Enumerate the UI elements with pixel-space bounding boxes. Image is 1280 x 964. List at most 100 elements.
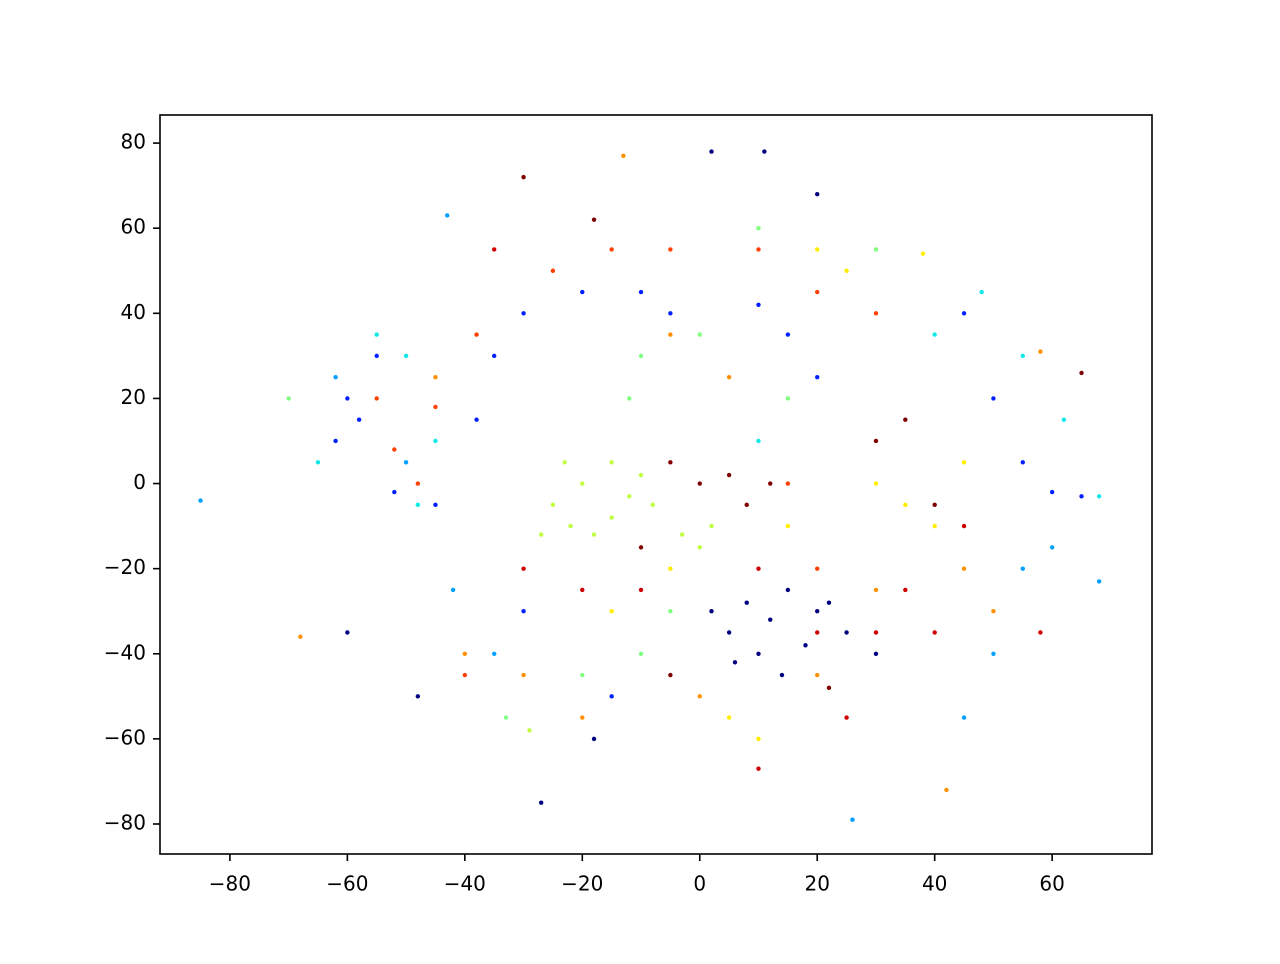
scatter-point [679, 532, 685, 537]
scatter-point [333, 374, 338, 380]
scatter-point [491, 651, 497, 656]
scatter-point [403, 460, 409, 465]
scatter-point [732, 660, 738, 665]
scatter-point [932, 502, 937, 508]
scatter-point [979, 289, 984, 295]
scatter-point [961, 523, 967, 529]
x-tick-label: −20 [561, 872, 603, 896]
scatter-point [873, 438, 879, 444]
y-tick-label: −60 [104, 725, 146, 749]
scatter-point [668, 609, 673, 614]
scatter-point [638, 545, 644, 550]
scatter-point [374, 396, 379, 401]
scatter-point [1096, 494, 1102, 499]
scatter-point [650, 502, 655, 508]
scatter-point [709, 149, 714, 154]
y-tick-label: 80 [121, 130, 146, 154]
scatter-point [932, 523, 937, 529]
scatter-point [415, 694, 421, 699]
plot-frame [159, 114, 1153, 855]
scatter-point [521, 672, 526, 678]
scatter-point [668, 311, 673, 316]
scatter-point [744, 502, 749, 508]
scatter-point [991, 396, 996, 401]
scatter-point [709, 523, 714, 529]
scatter-point [550, 502, 556, 508]
x-tick-label: 20 [804, 872, 829, 896]
scatter-point [961, 460, 967, 465]
scatter-point [815, 191, 820, 197]
scatter-point [668, 672, 673, 678]
scatter-point [433, 502, 438, 508]
scatter-point [756, 736, 761, 742]
scatter-point [756, 226, 761, 231]
scatter-point [1061, 417, 1067, 422]
scatter-point [779, 672, 785, 678]
scatter-point [1049, 489, 1055, 495]
scatter-point [697, 332, 702, 337]
scatter-point [450, 587, 456, 593]
scatter-point [333, 438, 338, 444]
scatter-point [474, 417, 479, 422]
x-tick-label: 0 [693, 872, 706, 896]
y-tick-label: 0 [133, 470, 146, 494]
scatter-point [521, 566, 526, 571]
scatter-point [873, 311, 879, 316]
scatter-point [621, 153, 626, 159]
scatter-point [756, 247, 761, 252]
scatter-point [768, 617, 773, 622]
scatter-point [538, 800, 544, 805]
scatter-point [550, 268, 556, 273]
scatter-point [903, 587, 908, 593]
scatter-point [873, 630, 879, 635]
x-tick-label: −40 [444, 872, 486, 896]
scatter-point [503, 715, 509, 720]
scatter-point [392, 447, 397, 452]
scatter-point [756, 566, 761, 571]
scatter-point [568, 523, 573, 529]
scatter-point [638, 353, 644, 359]
scatter-point [1038, 349, 1043, 354]
scatter-point [803, 643, 808, 648]
scatter-point [521, 174, 526, 180]
scatter-point [844, 715, 849, 720]
scatter-point [756, 651, 761, 656]
scatter-point [415, 481, 421, 486]
scatter-point [815, 374, 820, 380]
y-tick-label: −20 [104, 555, 146, 579]
scatter-point [198, 498, 203, 503]
scatter-point [591, 532, 597, 537]
scatter-point [286, 396, 291, 401]
x-tick-label: −60 [326, 872, 368, 896]
scatter-point [591, 217, 597, 222]
y-tick-label: −80 [104, 810, 146, 834]
scatter-point [491, 353, 497, 359]
scatter-point [756, 766, 761, 771]
scatter-point [873, 651, 879, 656]
scatter-point [726, 715, 732, 720]
scatter-point [374, 332, 379, 337]
scatter-point [580, 289, 585, 295]
scatter-point [920, 251, 926, 256]
scatter-point [491, 247, 497, 252]
scatter-point [521, 609, 526, 614]
scatter-point [433, 404, 438, 410]
scatter-point [462, 651, 468, 656]
scatter-point [1020, 460, 1025, 465]
scatter-point [697, 694, 702, 699]
scatter-point [1096, 579, 1102, 584]
y-tick-label: 40 [121, 300, 146, 324]
scatter-point [668, 460, 673, 465]
scatter-point [850, 817, 855, 822]
scatter-point [668, 332, 673, 337]
scatter-point [415, 502, 421, 508]
scatter-point [844, 268, 849, 273]
scatter-point [961, 566, 967, 571]
scatter-point [785, 523, 791, 529]
scatter-point [991, 651, 996, 656]
scatter-point [345, 630, 350, 635]
scatter-point [392, 489, 397, 495]
scatter-point [1049, 545, 1055, 550]
scatter-point [591, 736, 597, 742]
